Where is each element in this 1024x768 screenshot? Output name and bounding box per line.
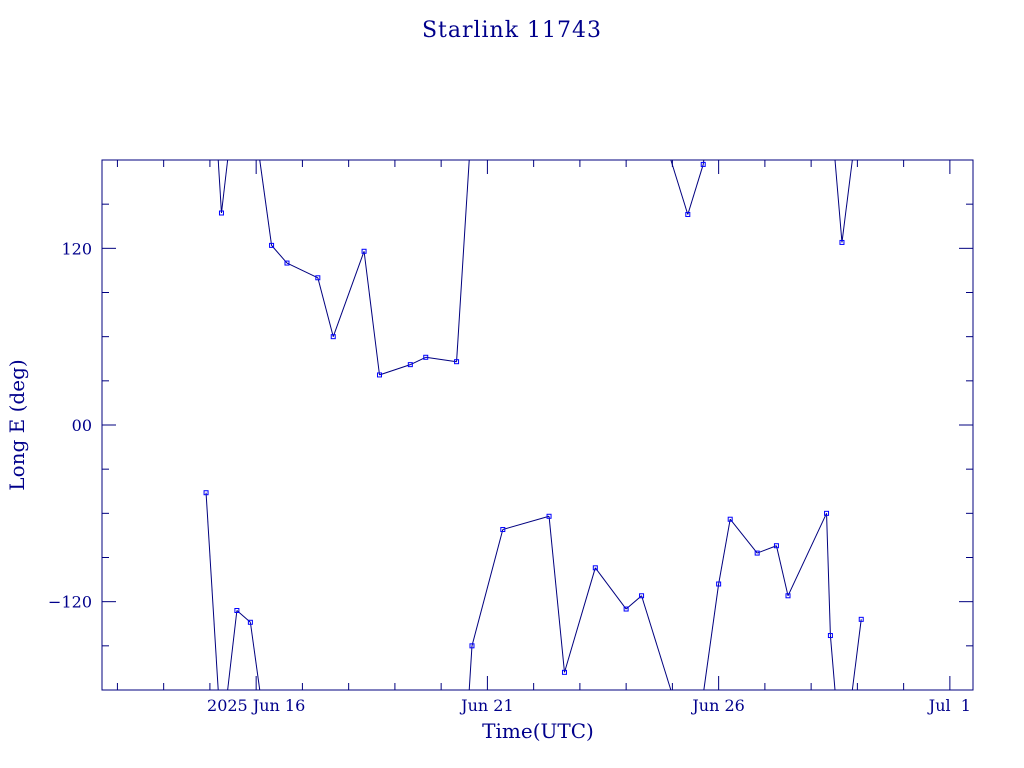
data-point: [454, 359, 460, 365]
chart-title: Starlink 11743: [422, 18, 602, 43]
data-point: [315, 275, 321, 281]
data-point: [639, 593, 645, 599]
data-point: [247, 619, 253, 625]
series-line-segment: [703, 583, 720, 691]
data-point: [623, 606, 629, 612]
series-line-segment: [259, 159, 273, 246]
series-line-segment: [548, 516, 565, 673]
data-point: [839, 239, 845, 245]
x-tick-label: Jun 26: [690, 696, 744, 715]
data-point: [500, 527, 506, 533]
data-point: [785, 593, 791, 599]
data-point: [824, 510, 830, 516]
series-line-segment: [332, 251, 365, 337]
series-line-segment: [286, 262, 319, 279]
data-point: [469, 643, 475, 649]
data-point: [727, 516, 733, 522]
series-line-segment: [851, 619, 862, 691]
series-line-segment: [687, 164, 704, 215]
series-line-segment: [456, 159, 470, 362]
series-line-segment: [379, 364, 411, 376]
series-line-segment: [670, 159, 689, 215]
data-point: [700, 161, 706, 167]
series-line-segment: [563, 567, 596, 673]
y-tick-label: 120: [61, 239, 92, 258]
data-point: [592, 565, 598, 571]
series-line-segment: [641, 595, 672, 691]
x-tick-label: 2025 Jun 16: [207, 696, 305, 715]
data-point: [716, 581, 722, 587]
data-point: [269, 242, 275, 248]
series-line-segment: [829, 635, 836, 691]
series-lines: [205, 159, 862, 691]
series-line-segment: [787, 513, 828, 596]
x-tick-label: Jul 1: [927, 696, 971, 715]
data-point: [754, 550, 760, 556]
series-line-segment: [317, 277, 334, 337]
data-point: [361, 248, 367, 254]
x-axis-label: Time(UTC): [482, 719, 594, 743]
data-point: [561, 669, 567, 675]
series-line-segment: [594, 567, 627, 610]
series-line-segment: [220, 159, 229, 214]
data-point: [858, 616, 864, 622]
series-line-segment: [217, 159, 222, 214]
data-point: [234, 608, 240, 613]
series-line-segment: [834, 159, 843, 243]
series-line-segment: [249, 622, 261, 691]
series-line-segment: [205, 492, 219, 691]
series-line-segment: [775, 545, 789, 596]
series-line-segment: [468, 645, 473, 691]
series-line-segment: [502, 515, 550, 531]
data-point: [685, 211, 691, 217]
data-point: [330, 334, 336, 340]
data-point: [203, 490, 209, 496]
data-point: [827, 633, 833, 639]
series-line-segment: [729, 518, 758, 554]
series-line-segment: [271, 245, 288, 264]
data-point: [284, 260, 290, 266]
x-tick-label: Jun 21: [459, 696, 513, 715]
series-line-segment: [227, 610, 238, 691]
series-line-segment: [471, 529, 504, 646]
series-line-segment: [625, 595, 642, 610]
data-point: [376, 372, 382, 378]
axis-tick-labels: 2025 Jun 16 Jun 21 Jun 26 Jul 1 120 00 −120: [48, 239, 971, 715]
y-tick-label: 00: [72, 416, 92, 435]
y-tick-label: −120: [48, 593, 92, 612]
series-line-segment: [425, 356, 457, 363]
data-point: [423, 354, 429, 360]
y-axis-label: Long E (deg): [5, 359, 29, 490]
data-point: [218, 210, 224, 216]
series-line-segment: [718, 519, 731, 585]
data-point: [546, 513, 552, 519]
series-line-segment: [410, 356, 426, 366]
series-line-segment: [363, 251, 380, 376]
axis-ticks: [102, 160, 973, 690]
series-line-segment: [826, 513, 831, 636]
data-point: [407, 362, 413, 368]
data-point: [773, 543, 779, 549]
series-points: [203, 161, 864, 675]
series-line-segment: [841, 159, 853, 243]
series-line-segment: [756, 545, 777, 554]
